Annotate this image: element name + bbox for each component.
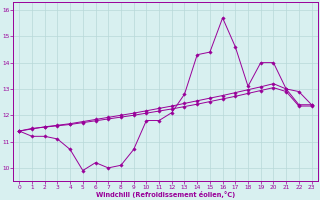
- X-axis label: Windchill (Refroidissement éolien,°C): Windchill (Refroidissement éolien,°C): [96, 191, 235, 198]
